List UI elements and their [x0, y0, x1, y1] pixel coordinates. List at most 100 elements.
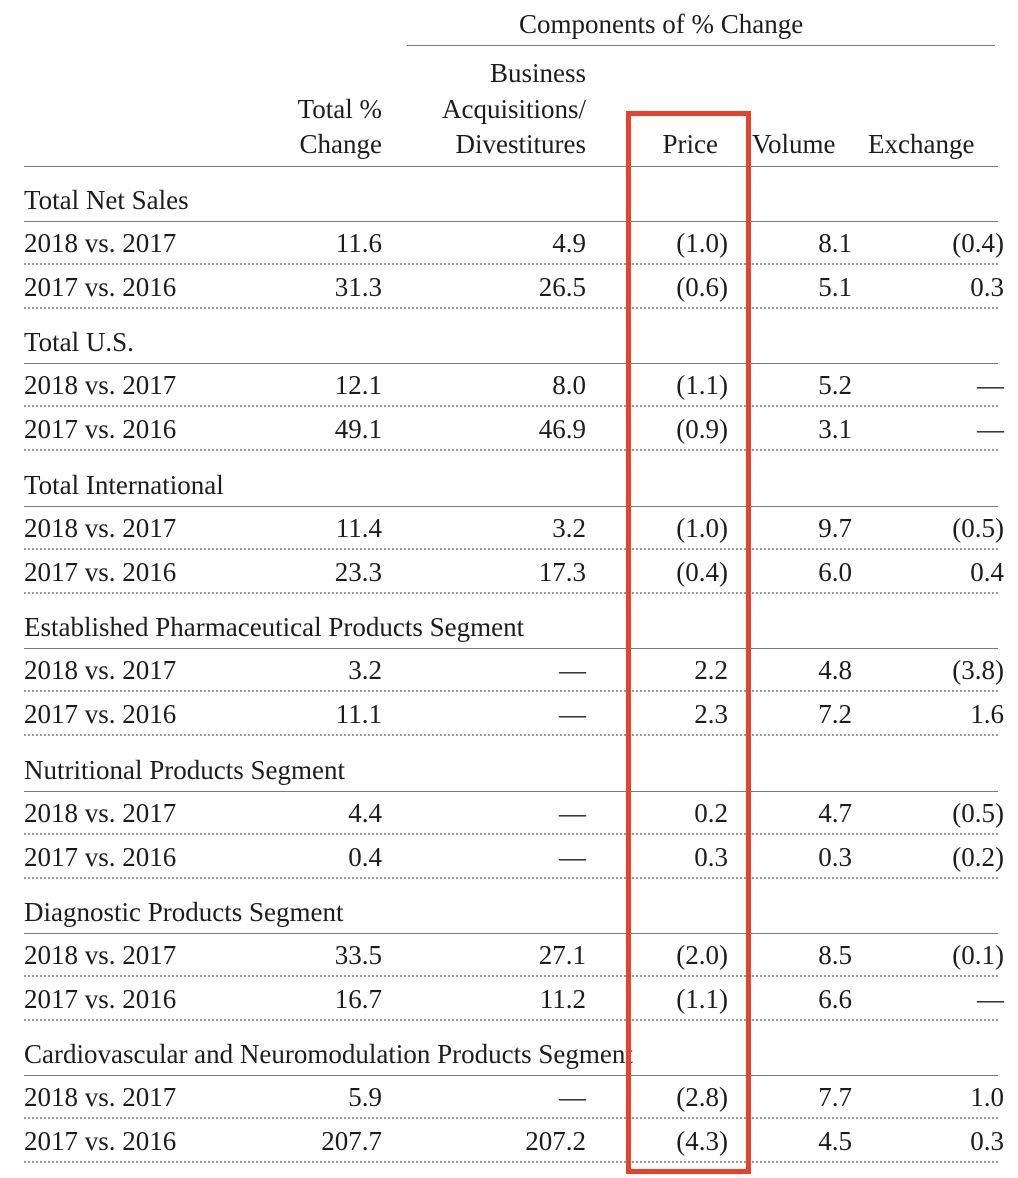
section-rule — [24, 933, 998, 934]
section-rule — [24, 363, 998, 364]
cell-volume: 5.1 — [818, 272, 852, 302]
row-dotted-rule — [24, 263, 998, 265]
cell-business: — — [559, 798, 586, 828]
section-title: Nutritional Products Segment — [24, 755, 345, 785]
cell-total: 3.2 — [348, 655, 382, 685]
cell-business: — — [559, 655, 586, 685]
cell-business: 17.3 — [538, 557, 586, 587]
cell-exchange: — — [977, 984, 1004, 1014]
cell-volume: 7.2 — [818, 699, 852, 729]
cell-business: 3.2 — [552, 513, 586, 543]
cell-total: 11.4 — [335, 513, 382, 543]
cell-price: (4.3) — [676, 1126, 728, 1156]
section-title: Established Pharmaceutical Products Segm… — [24, 612, 525, 642]
cell-price: (0.9) — [676, 414, 728, 444]
row-label: 2017 vs. 2016 — [24, 1126, 177, 1156]
cell-exchange: (0.2) — [952, 842, 1004, 872]
col-business-line2: Acquisitions/ — [441, 94, 586, 124]
cell-price: 2.2 — [694, 655, 728, 685]
col-total-line2: Change — [299, 129, 382, 159]
cell-price: (2.0) — [676, 940, 728, 970]
row-label: 2017 vs. 2016 — [24, 699, 177, 729]
cell-total: 207.7 — [321, 1126, 382, 1156]
cell-volume: 4.8 — [818, 655, 852, 685]
cell-total: 5.9 — [348, 1082, 382, 1112]
cell-volume: 5.2 — [818, 370, 852, 400]
cell-price: (2.8) — [676, 1082, 728, 1112]
cell-exchange: 0.4 — [970, 557, 1004, 587]
col-business-line3: Divestitures — [455, 129, 586, 159]
cell-price: 2.3 — [694, 699, 728, 729]
cell-price: 0.3 — [694, 842, 728, 872]
cell-exchange: 0.3 — [970, 1126, 1004, 1156]
row-label: 2017 vs. 2016 — [24, 414, 177, 444]
cell-business: 207.2 — [525, 1126, 586, 1156]
cell-volume: 9.7 — [818, 513, 852, 543]
row-dotted-rule — [24, 592, 998, 594]
cell-exchange: (0.5) — [952, 798, 1004, 828]
section-rule — [24, 221, 998, 222]
row-label: 2018 vs. 2017 — [24, 513, 177, 543]
cell-price: (1.1) — [676, 984, 728, 1014]
row-dotted-rule — [24, 548, 998, 550]
cell-price: (1.1) — [676, 370, 728, 400]
cell-exchange: (0.4) — [952, 228, 1004, 258]
cell-volume: 4.7 — [818, 798, 852, 828]
cell-business: 8.0 — [552, 370, 586, 400]
row-label: 2017 vs. 2016 — [24, 272, 177, 302]
cell-total: 11.6 — [335, 228, 382, 258]
section-title: Cardiovascular and Neuromodulation Produ… — [24, 1039, 633, 1069]
row-dotted-rule — [24, 734, 998, 736]
row-label: 2018 vs. 2017 — [24, 370, 177, 400]
row-dotted-rule — [24, 405, 998, 407]
cell-volume: 3.1 — [818, 414, 852, 444]
cell-total: 11.1 — [335, 699, 382, 729]
section-rule — [24, 648, 998, 649]
cell-business: 46.9 — [538, 414, 586, 444]
row-dotted-rule — [24, 833, 998, 835]
section-title: Total International — [24, 470, 224, 500]
row-dotted-rule — [24, 1161, 998, 1163]
cell-volume: 7.7 — [818, 1082, 852, 1112]
row-dotted-rule — [24, 1019, 998, 1021]
cell-business: 26.5 — [538, 272, 586, 302]
cell-total: 49.1 — [334, 414, 382, 444]
section-rule — [24, 1075, 998, 1076]
cell-business: 4.9 — [552, 228, 586, 258]
cell-price: 0.2 — [694, 798, 728, 828]
cell-total: 4.4 — [348, 798, 382, 828]
cell-exchange: — — [977, 414, 1004, 444]
cell-total: 0.4 — [348, 842, 382, 872]
col-total-line1: Total % — [297, 94, 382, 124]
row-dotted-rule — [24, 449, 998, 451]
cell-price: (0.4) — [676, 557, 728, 587]
cell-exchange: (0.1) — [952, 940, 1004, 970]
cell-volume: 6.0 — [818, 557, 852, 587]
row-dotted-rule — [24, 975, 998, 977]
cell-total: 23.3 — [334, 557, 382, 587]
cell-business: 11.2 — [539, 984, 586, 1014]
col-business-line1: Business — [489, 58, 586, 88]
cell-exchange: 0.3 — [970, 272, 1004, 302]
col-exchange-header: Exchange — [868, 129, 975, 159]
cell-total: 12.1 — [334, 370, 382, 400]
row-dotted-rule — [24, 307, 998, 309]
cell-business: — — [559, 1082, 586, 1112]
row-label: 2018 vs. 2017 — [24, 798, 177, 828]
col-volume-header: Volume — [752, 129, 836, 159]
row-label: 2017 vs. 2016 — [24, 984, 177, 1014]
section-rule — [24, 506, 998, 507]
row-label: 2018 vs. 2017 — [24, 655, 177, 685]
cell-total: 16.7 — [334, 984, 382, 1014]
group-title-rule — [407, 45, 995, 46]
cell-price: (0.6) — [676, 272, 728, 302]
header-rule — [24, 166, 998, 167]
row-label: 2017 vs. 2016 — [24, 842, 177, 872]
cell-total: 31.3 — [334, 272, 382, 302]
section-title: Diagnostic Products Segment — [24, 897, 344, 927]
cell-business: 27.1 — [538, 940, 586, 970]
cell-total: 33.5 — [334, 940, 382, 970]
cell-business: — — [559, 842, 586, 872]
cell-exchange: 1.6 — [970, 699, 1004, 729]
cell-volume: 0.3 — [818, 842, 852, 872]
